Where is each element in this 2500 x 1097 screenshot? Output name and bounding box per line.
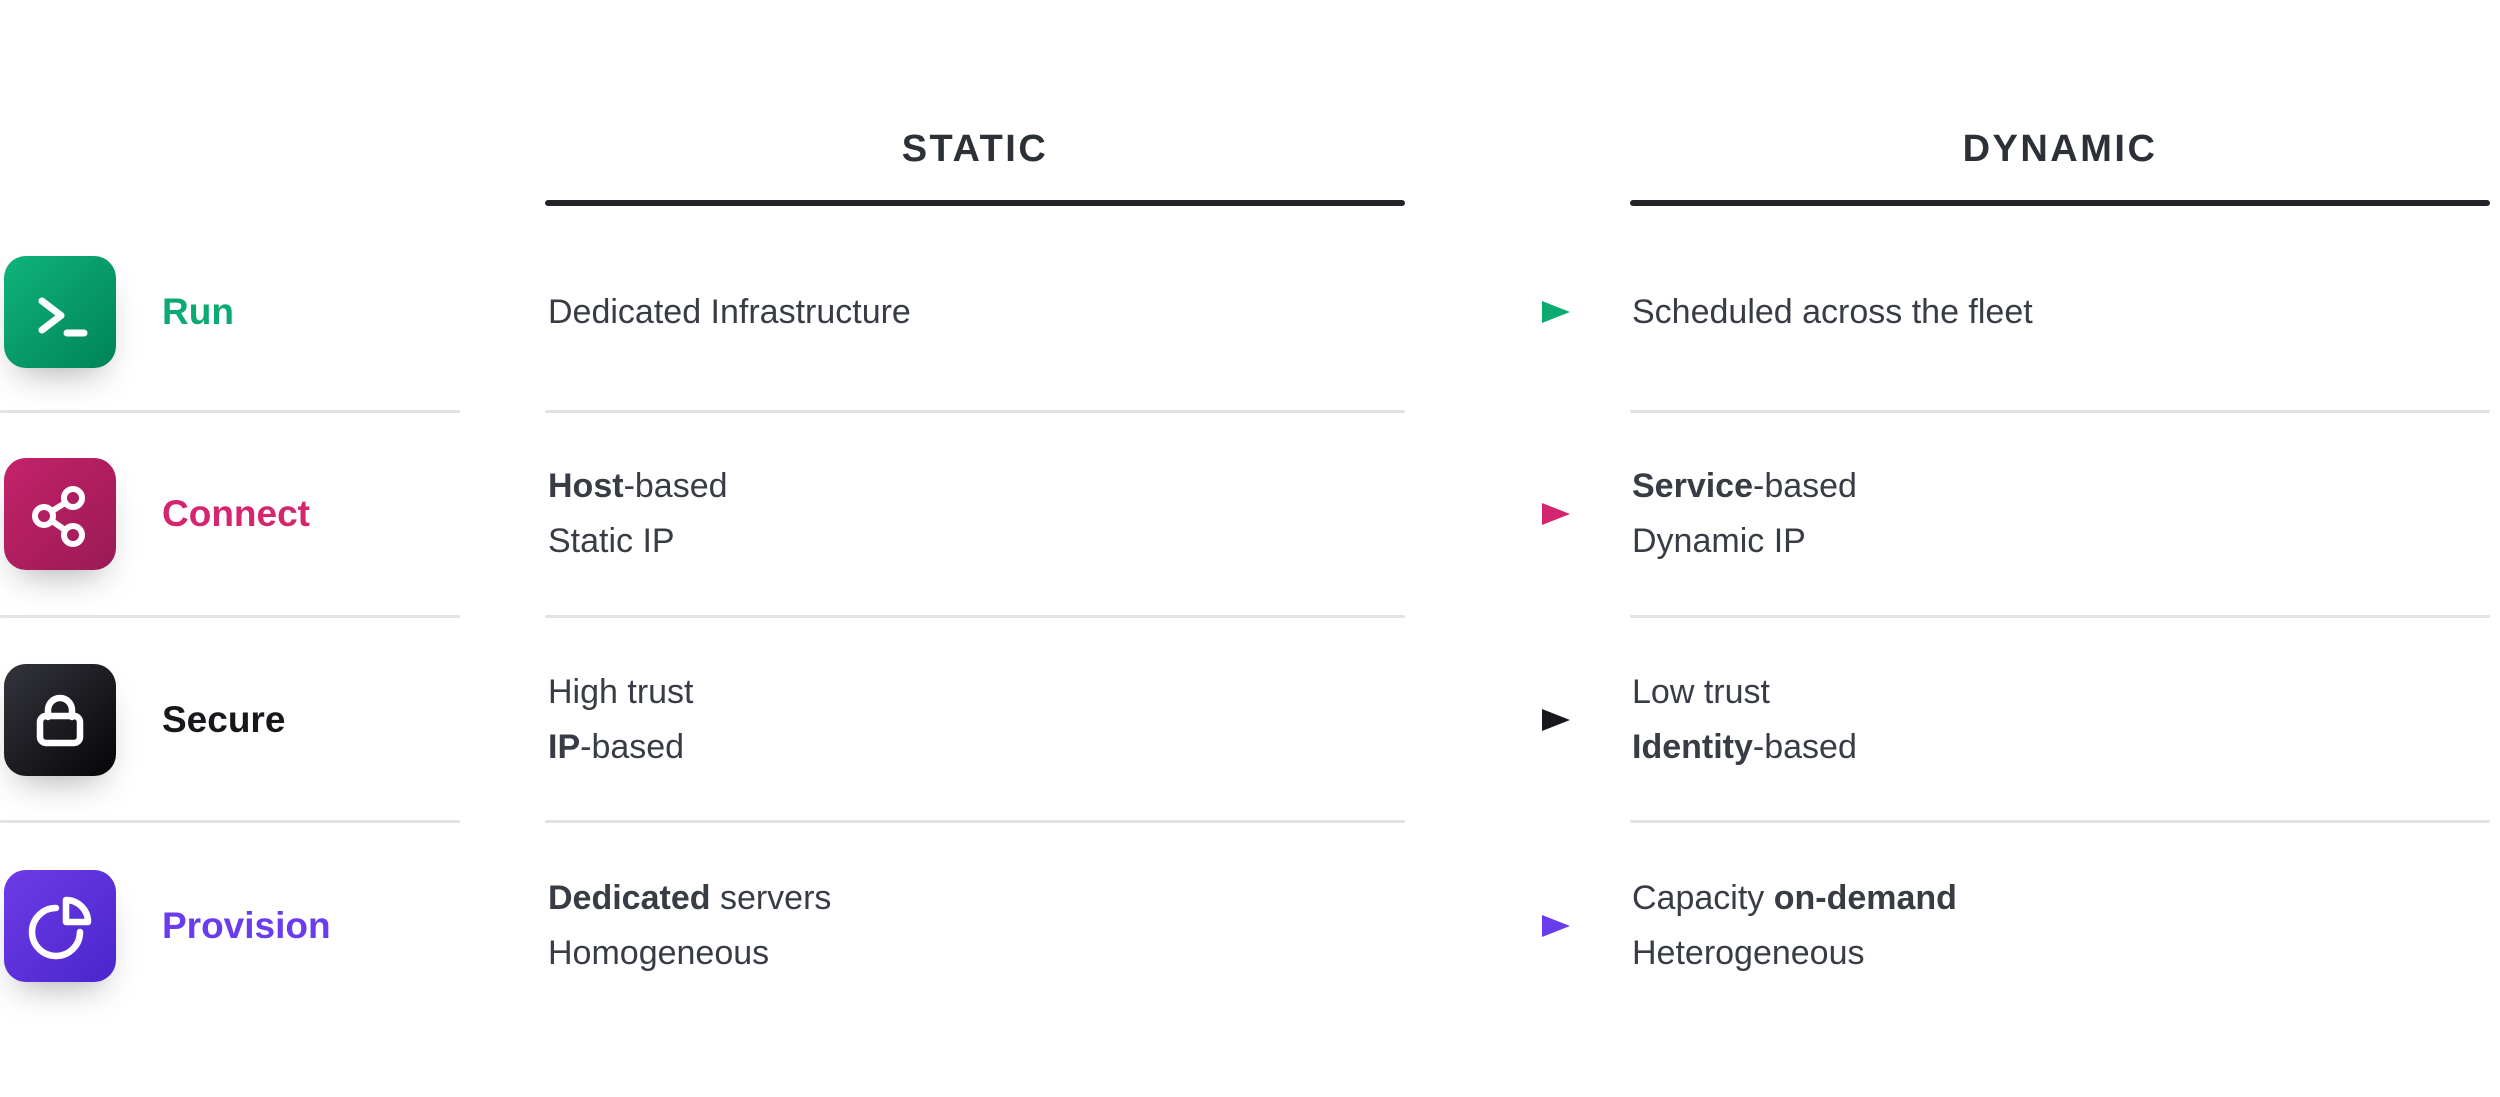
cell-line: Homogeneous: [548, 926, 1388, 981]
transition-arrow-run: [1468, 212, 1572, 412]
cell-line: Dedicated servers: [548, 871, 1388, 926]
text-segment: Capacity: [1632, 879, 1774, 917]
static-column-header: STATIC: [901, 127, 1049, 170]
static-header-rule: [545, 200, 1405, 206]
divider: [1630, 615, 2490, 618]
divider: [545, 615, 1405, 618]
text-segment: -based: [1753, 467, 1857, 505]
text-segment: Dynamic IP: [1632, 522, 1806, 560]
cell-line: IP-based: [548, 720, 1388, 775]
right-arrow-icon: [1470, 503, 1570, 525]
dynamic-cell-provision: Capacity on-demand Heterogeneous: [1632, 826, 2472, 1026]
text-segment: -based: [580, 728, 685, 766]
text-segment: Heterogeneous: [1632, 934, 1865, 972]
lock-icon: [36, 694, 84, 747]
text-segment: -based: [623, 467, 728, 505]
static-cell-connect: Host-based Static IP: [548, 414, 1388, 614]
dynamic-cell-run: Scheduled across the fleet: [1632, 212, 2472, 412]
text-segment: Host: [548, 467, 624, 505]
row-label-connect: Connect: [162, 493, 310, 534]
text-segment: Homogeneous: [548, 934, 770, 972]
text-segment: IP: [548, 728, 581, 766]
pie-chart-icon: [28, 896, 92, 960]
row-secure: Secure High trust IP-based Low trust Ide…: [0, 620, 2500, 820]
row-label-provision: Provision: [162, 905, 331, 946]
cell-line: Heterogeneous: [1632, 926, 2472, 981]
text-segment: High trust: [548, 673, 694, 711]
text-segment: Dedicated: [548, 879, 711, 917]
secure-icon-tile: [4, 664, 116, 776]
transition-arrow-secure: [1468, 620, 1572, 820]
text-segment: on-demand: [1773, 879, 1957, 917]
divider: [545, 410, 1405, 413]
cell-line: Low trust: [1632, 665, 2472, 720]
dynamic-column-header: DYNAMIC: [1962, 127, 2158, 170]
divider: [545, 820, 1405, 823]
row-label-secure: Secure: [162, 699, 286, 740]
transition-arrow-provision: [1468, 826, 1572, 1026]
dynamic-header-rule: [1630, 200, 2490, 206]
row-run: Run Dedicated Infrastructure Scheduled a…: [0, 212, 2500, 412]
cell-line: Dynamic IP: [1632, 514, 2472, 569]
transition-arrow-connect: [1468, 414, 1572, 614]
cell-line: High trust: [548, 665, 1388, 720]
text-segment: Low trust: [1632, 673, 1770, 711]
right-arrow-icon: [1470, 301, 1570, 323]
provision-icon-tile: [4, 870, 116, 982]
dynamic-cell-secure: Low trust Identity-based: [1632, 620, 2472, 820]
cell-line: Dedicated Infrastructure: [548, 285, 1388, 340]
text-segment: -based: [1752, 728, 1857, 766]
divider: [0, 820, 460, 823]
divider: [1630, 820, 2490, 823]
cell-line: Capacity on-demand: [1632, 871, 2472, 926]
cell-line: Identity-based: [1632, 720, 2472, 775]
row-connect: Connect Host-based Static IP Service-bas…: [0, 414, 2500, 614]
row-provision: Provision Dedicated servers Homogeneous …: [0, 826, 2500, 1026]
share-icon: [32, 486, 85, 547]
static-cell-secure: High trust IP-based: [548, 620, 1388, 820]
run-icon-tile: [4, 256, 116, 368]
cell-line: Scheduled across the fleet: [1632, 285, 2472, 340]
text-segment: Dedicated Infrastructure: [548, 292, 911, 331]
static-cell-run: Dedicated Infrastructure: [548, 212, 1388, 412]
text-segment: Identity: [1632, 728, 1753, 766]
row-label-run: Run: [162, 291, 234, 332]
cell-line: Service-based: [1632, 459, 2472, 514]
right-arrow-icon: [1470, 709, 1570, 731]
divider: [0, 410, 460, 413]
text-segment: Static IP: [548, 522, 675, 560]
divider: [1630, 410, 2490, 413]
right-arrow-icon: [1470, 915, 1570, 937]
cell-line: Host-based: [548, 459, 1388, 514]
connect-icon-tile: [4, 458, 116, 570]
terminal-icon: [38, 297, 88, 337]
static-cell-provision: Dedicated servers Homogeneous: [548, 826, 1388, 1026]
dynamic-cell-connect: Service-based Dynamic IP: [1632, 414, 2472, 614]
text-segment: servers: [710, 879, 832, 917]
cell-line: Static IP: [548, 514, 1388, 569]
text-segment: Service: [1632, 467, 1753, 505]
text-segment: Scheduled across the fleet: [1632, 292, 2033, 331]
divider: [0, 615, 460, 618]
